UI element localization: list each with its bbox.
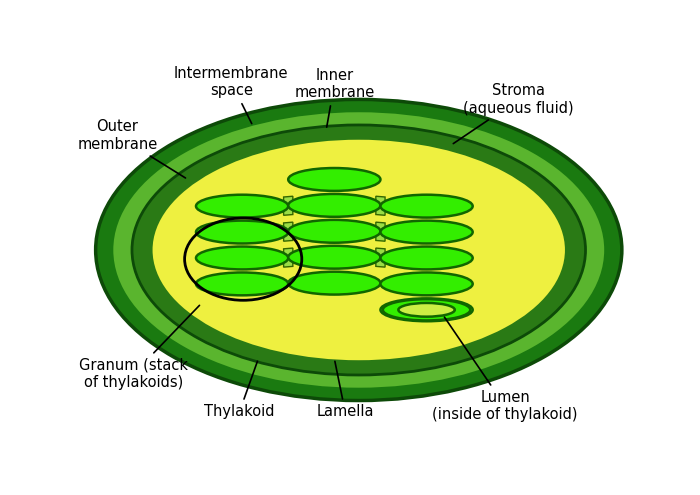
Polygon shape bbox=[376, 248, 385, 267]
Ellipse shape bbox=[398, 303, 455, 317]
Ellipse shape bbox=[288, 194, 381, 217]
Text: Thylakoid: Thylakoid bbox=[204, 361, 274, 419]
Ellipse shape bbox=[196, 247, 288, 269]
Polygon shape bbox=[284, 248, 293, 267]
Polygon shape bbox=[376, 222, 385, 241]
Text: Stroma
(aqueous fluid): Stroma (aqueous fluid) bbox=[454, 83, 574, 144]
Text: Outer
membrane: Outer membrane bbox=[77, 119, 186, 178]
Ellipse shape bbox=[196, 272, 288, 296]
Text: Intermembrane
space: Intermembrane space bbox=[174, 66, 288, 124]
Ellipse shape bbox=[96, 99, 622, 400]
Ellipse shape bbox=[381, 221, 472, 244]
Polygon shape bbox=[284, 196, 293, 215]
Ellipse shape bbox=[288, 246, 381, 269]
Ellipse shape bbox=[151, 139, 566, 361]
Text: Lamella: Lamella bbox=[316, 361, 374, 419]
Ellipse shape bbox=[381, 195, 472, 218]
Ellipse shape bbox=[381, 247, 472, 269]
Ellipse shape bbox=[112, 111, 606, 389]
Ellipse shape bbox=[288, 168, 381, 191]
Polygon shape bbox=[284, 222, 293, 241]
Ellipse shape bbox=[288, 272, 381, 295]
Ellipse shape bbox=[196, 221, 288, 244]
Ellipse shape bbox=[288, 220, 381, 243]
Polygon shape bbox=[376, 196, 385, 215]
Ellipse shape bbox=[132, 125, 585, 375]
Ellipse shape bbox=[196, 195, 288, 218]
Text: Inner
membrane: Inner membrane bbox=[294, 68, 374, 127]
Ellipse shape bbox=[381, 272, 472, 296]
Text: Lumen
(inside of thylakoid): Lumen (inside of thylakoid) bbox=[433, 317, 578, 422]
Text: Granum (stack
of thylakoids): Granum (stack of thylakoids) bbox=[79, 305, 200, 390]
Ellipse shape bbox=[381, 298, 472, 321]
